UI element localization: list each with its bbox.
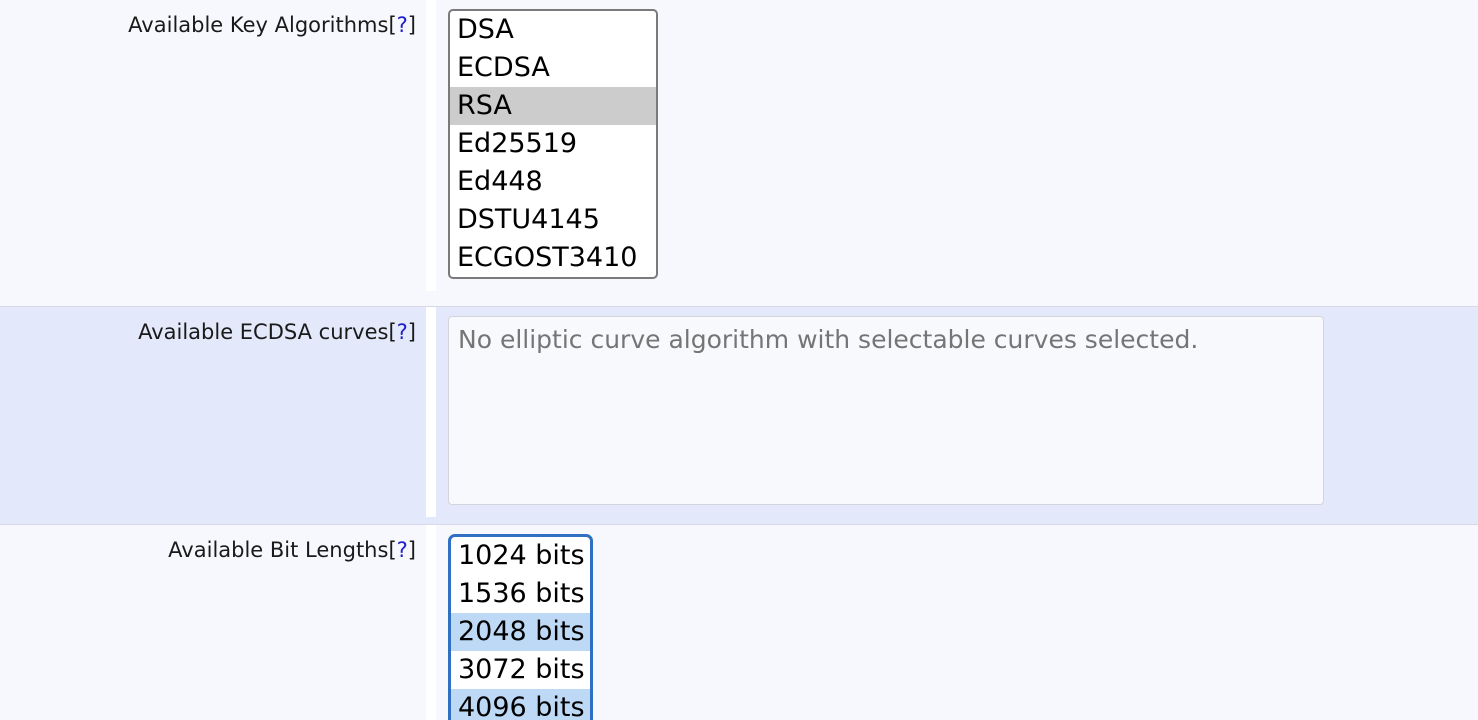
list-item[interactable]: 1024 bits [458, 540, 585, 571]
label-key-algorithms: Available Key Algorithms[?] [0, 0, 426, 291]
form-row-bit-lengths: Available Bit Lengths[?] 1024 bits 1536 … [0, 524, 1478, 720]
field-bit-lengths: 1024 bits 1536 bits 2048 bits 3072 bits … [436, 524, 1478, 720]
list-item[interactable]: ECDSA [457, 52, 550, 83]
list-item[interactable]: Ed448 [457, 166, 543, 197]
label-text-ecdsa-curves: Available ECDSA curves [138, 319, 389, 344]
form-row-ecdsa-curves: Available ECDSA curves[?] [0, 306, 1478, 517]
list-item[interactable]: 3072 bits [458, 654, 585, 685]
help-icon-key-algorithms[interactable]: ? [396, 13, 408, 37]
help-bracket-open: [ [388, 319, 397, 344]
help-bracket-open: [ [388, 538, 397, 562]
field-ecdsa-curves [436, 306, 1478, 517]
field-key-algorithms: DSA ECDSA RSA Ed25519 Ed448 DSTU4145 ECG… [436, 0, 1478, 291]
textarea-ecdsa-curves[interactable] [448, 315, 1324, 505]
label-bit-lengths: Available Bit Lengths[?] [0, 525, 426, 720]
column-divider [426, 0, 436, 291]
label-text-key-algorithms: Available Key Algorithms [128, 13, 389, 37]
help-bracket-open: [ [388, 13, 397, 37]
row-spacer [0, 291, 1478, 306]
list-item[interactable]: 1536 bits [458, 578, 585, 609]
help-bracket-close: ] [407, 319, 416, 344]
listbox-bit-lengths[interactable]: 1024 bits 1536 bits 2048 bits 3072 bits … [448, 534, 593, 720]
help-icon-bit-lengths[interactable]: ? [396, 538, 408, 562]
row-spacer [0, 516, 1478, 525]
list-item-selected[interactable]: 2048 bits [451, 613, 590, 651]
column-divider [426, 306, 436, 517]
list-item-selected[interactable]: RSA [450, 87, 656, 125]
help-bracket-close: ] [407, 538, 416, 562]
listbox-key-algorithms[interactable]: DSA ECDSA RSA Ed25519 Ed448 DSTU4145 ECG… [448, 9, 658, 279]
list-item-selected[interactable]: 4096 bits [451, 689, 590, 720]
list-item[interactable]: ECGOST3410 [457, 242, 638, 273]
label-text-bit-lengths: Available Bit Lengths [168, 538, 389, 562]
form-row-key-algorithms: Available Key Algorithms[?] DSA ECDSA RS… [0, 0, 1478, 291]
column-divider [426, 524, 436, 720]
label-ecdsa-curves: Available ECDSA curves[?] [0, 306, 426, 517]
list-item[interactable]: DSA [457, 14, 514, 45]
list-item[interactable]: Ed25519 [457, 128, 578, 159]
list-item[interactable]: DSTU4145 [457, 204, 600, 235]
help-icon-ecdsa-curves[interactable]: ? [396, 319, 408, 344]
help-bracket-close: ] [407, 13, 416, 37]
